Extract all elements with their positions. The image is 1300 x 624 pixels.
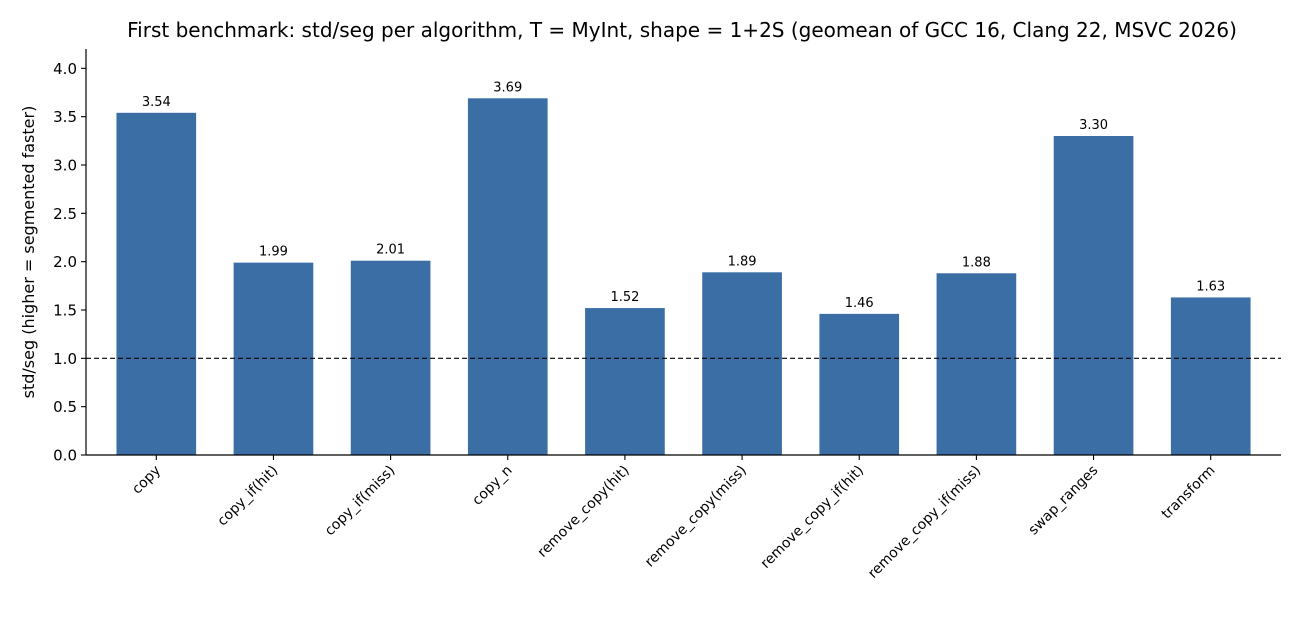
x-tick-label: copy_if(miss): [322, 463, 399, 540]
bar: [702, 272, 782, 455]
data-label: 1.46: [845, 296, 874, 311]
data-label: 3.69: [493, 80, 522, 95]
bar: [819, 313, 900, 455]
x-tick-label: copy_if(hit): [215, 463, 282, 530]
data-label: 1.63: [1196, 279, 1225, 294]
y-tick-label: 3.0: [53, 157, 77, 175]
bar: [1053, 136, 1134, 455]
x-tick-label: remove_copy(hit): [535, 463, 633, 561]
data-label: 1.88: [962, 255, 991, 270]
data-label: 3.30: [1079, 118, 1108, 133]
x-tick-label: copy_n: [469, 463, 515, 509]
bar: [585, 308, 665, 455]
y-tick-label: 1.5: [53, 302, 77, 320]
x-tick-label: copy: [129, 463, 164, 498]
y-tick-label: 0.5: [53, 398, 77, 416]
x-tick-label: remove_copy_if(hit): [758, 463, 867, 572]
data-label: 2.01: [376, 243, 405, 258]
y-tick-label: 4.0: [53, 60, 77, 78]
chart-title: First benchmark: std/seg per algorithm, …: [127, 18, 1237, 42]
x-tick-label: swap_ranges: [1026, 463, 1102, 539]
data-label: 3.54: [142, 95, 171, 110]
plot-area: 0.0 0.5 1.0 1.5 2.0 2.5 3.0 3.5 4.0 3.54 1.99 2.01 3…: [53, 49, 1281, 582]
x-tick-label: transform: [1159, 463, 1219, 523]
data-label: 1.99: [259, 245, 288, 260]
y-tick-label: 2.5: [53, 205, 77, 223]
bar: [936, 273, 1017, 455]
x-tick-label: remove_copy_if(miss): [865, 463, 984, 582]
bar: [116, 112, 197, 456]
bar: [467, 98, 548, 456]
data-label: 1.52: [610, 290, 639, 305]
data-label: 1.89: [728, 254, 757, 269]
y-tick-label: 1.0: [53, 350, 77, 368]
y-tick-label: 2.0: [53, 253, 77, 271]
bar: [1170, 297, 1251, 455]
y-axis-label: std/seg (higher = segmented faster): [19, 106, 38, 399]
x-tick-label: remove_copy(miss): [642, 463, 750, 571]
y-tick-label: 3.5: [53, 108, 77, 126]
y-tick-label: 0.0: [53, 447, 77, 465]
